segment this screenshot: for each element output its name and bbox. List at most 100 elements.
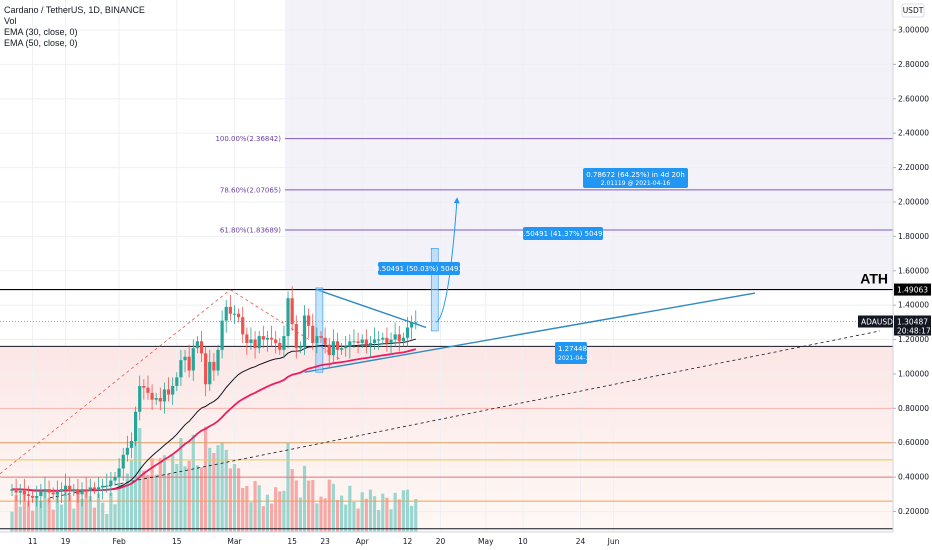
volume-bar <box>76 489 80 532</box>
candle-body <box>385 337 389 343</box>
volume-bar <box>187 460 191 532</box>
volume-bar <box>166 473 171 532</box>
candle-body <box>356 341 360 343</box>
volume-bar <box>401 490 405 532</box>
legend-ema50[interactable]: EMA (50, close, 0) <box>4 38 78 48</box>
price-tick-label: 0.40000 <box>898 473 929 482</box>
candle-body <box>340 348 344 350</box>
price-tick-label: 0.20000 <box>898 507 929 516</box>
candle-body <box>146 387 150 393</box>
fib-label: 61.80%(1.83689) <box>220 227 281 235</box>
volume-bar <box>96 493 101 532</box>
candle-body <box>261 336 265 340</box>
candle-body <box>35 496 39 498</box>
triangle-lower <box>304 292 756 373</box>
volume-bar <box>286 443 290 532</box>
legend-title[interactable]: Cardano / TetherUS, 1D, BINANCE <box>4 5 145 15</box>
volume-bar <box>84 489 88 532</box>
price-tick-label: 1.40000 <box>898 301 929 310</box>
candle-body <box>302 315 307 347</box>
volume-bar <box>117 483 121 532</box>
candle-body <box>68 485 72 491</box>
candle-body <box>31 496 35 498</box>
volume-bar <box>228 468 232 532</box>
candle-body <box>257 336 261 349</box>
volume-bar <box>31 510 35 532</box>
volume-bar <box>232 464 237 532</box>
candle-body <box>55 490 59 495</box>
volume-bar <box>335 500 340 532</box>
candle-body <box>241 317 245 335</box>
legend-ema30[interactable]: EMA (30, close, 0) <box>4 27 78 37</box>
volume-bar <box>389 509 393 532</box>
candle-body <box>121 454 125 469</box>
volume-bar <box>199 467 204 532</box>
volume-bar <box>212 453 216 532</box>
volume-bar <box>385 497 389 532</box>
candle-body <box>43 489 47 491</box>
legend-vol[interactable]: Vol <box>4 16 17 26</box>
candle-body <box>109 480 113 486</box>
volume-bar <box>397 499 401 532</box>
price-axis: 0.20000 0.40000 0.60000 0.80000 1.00000 1.200… <box>858 0 932 550</box>
candle-body <box>63 485 68 490</box>
callout-box <box>523 227 603 240</box>
volume-bar <box>356 508 360 532</box>
volume-bar <box>290 469 294 532</box>
volume-bar <box>121 484 125 532</box>
candle-body <box>401 337 405 342</box>
volume-bar <box>327 479 331 532</box>
candle-body <box>113 477 117 481</box>
candle-body <box>294 324 298 349</box>
volume-bar <box>340 495 344 532</box>
volume-bar <box>253 481 257 532</box>
measure-box <box>315 287 324 373</box>
candle-body <box>397 334 401 342</box>
candle-body <box>286 298 290 337</box>
candle-body <box>393 334 397 340</box>
low-tag-price: 1.27448 <box>558 345 587 353</box>
volume-bar <box>179 438 183 532</box>
price-tick-label: 1.80000 <box>898 232 929 241</box>
candle-body <box>80 489 84 495</box>
candle-body <box>117 468 121 478</box>
candle-body <box>377 339 381 341</box>
time-tick-label: May <box>478 537 494 546</box>
candle-body <box>59 489 64 491</box>
volume-bar <box>282 490 286 532</box>
candle-body <box>368 342 373 345</box>
time-axis-bg <box>0 532 893 550</box>
volume-bar <box>372 496 377 532</box>
candle-body <box>171 385 175 395</box>
candle-body <box>364 339 368 345</box>
triangle-low-tag: 1.27448 2021-04-11 <box>555 342 593 364</box>
candle-body <box>319 336 323 338</box>
volume-bar <box>146 474 150 532</box>
volume-bar <box>154 474 158 532</box>
candle-body <box>237 313 241 318</box>
candle-body <box>414 322 418 324</box>
candle-body <box>195 341 199 349</box>
drawings <box>0 197 881 499</box>
time-axis: 11 19 Feb 15 Mar 15 23 Apr 12 20 May 10 24 Jun <box>0 531 893 550</box>
ath-label: ATH <box>860 271 888 287</box>
current-price-tag <box>894 315 931 336</box>
ath-price-tag <box>894 283 931 296</box>
candle-body <box>105 485 109 487</box>
volume-bar <box>80 498 84 532</box>
callout-subtext: 2.01119 @ 2021-04-16 <box>601 180 671 187</box>
candle-body <box>228 306 232 314</box>
candle-body <box>232 313 237 315</box>
volume-bar <box>105 514 109 532</box>
volume-bar <box>22 490 26 532</box>
time-tick-label: 19 <box>61 537 71 546</box>
volume-bar <box>298 497 302 532</box>
projection-zone <box>285 0 893 290</box>
volume-bar <box>10 511 14 532</box>
candle-body <box>405 327 410 338</box>
candle-body <box>335 341 340 350</box>
volume-bar <box>35 496 39 532</box>
time-tick-label: 11 <box>28 537 38 546</box>
volume-bar <box>125 473 129 532</box>
